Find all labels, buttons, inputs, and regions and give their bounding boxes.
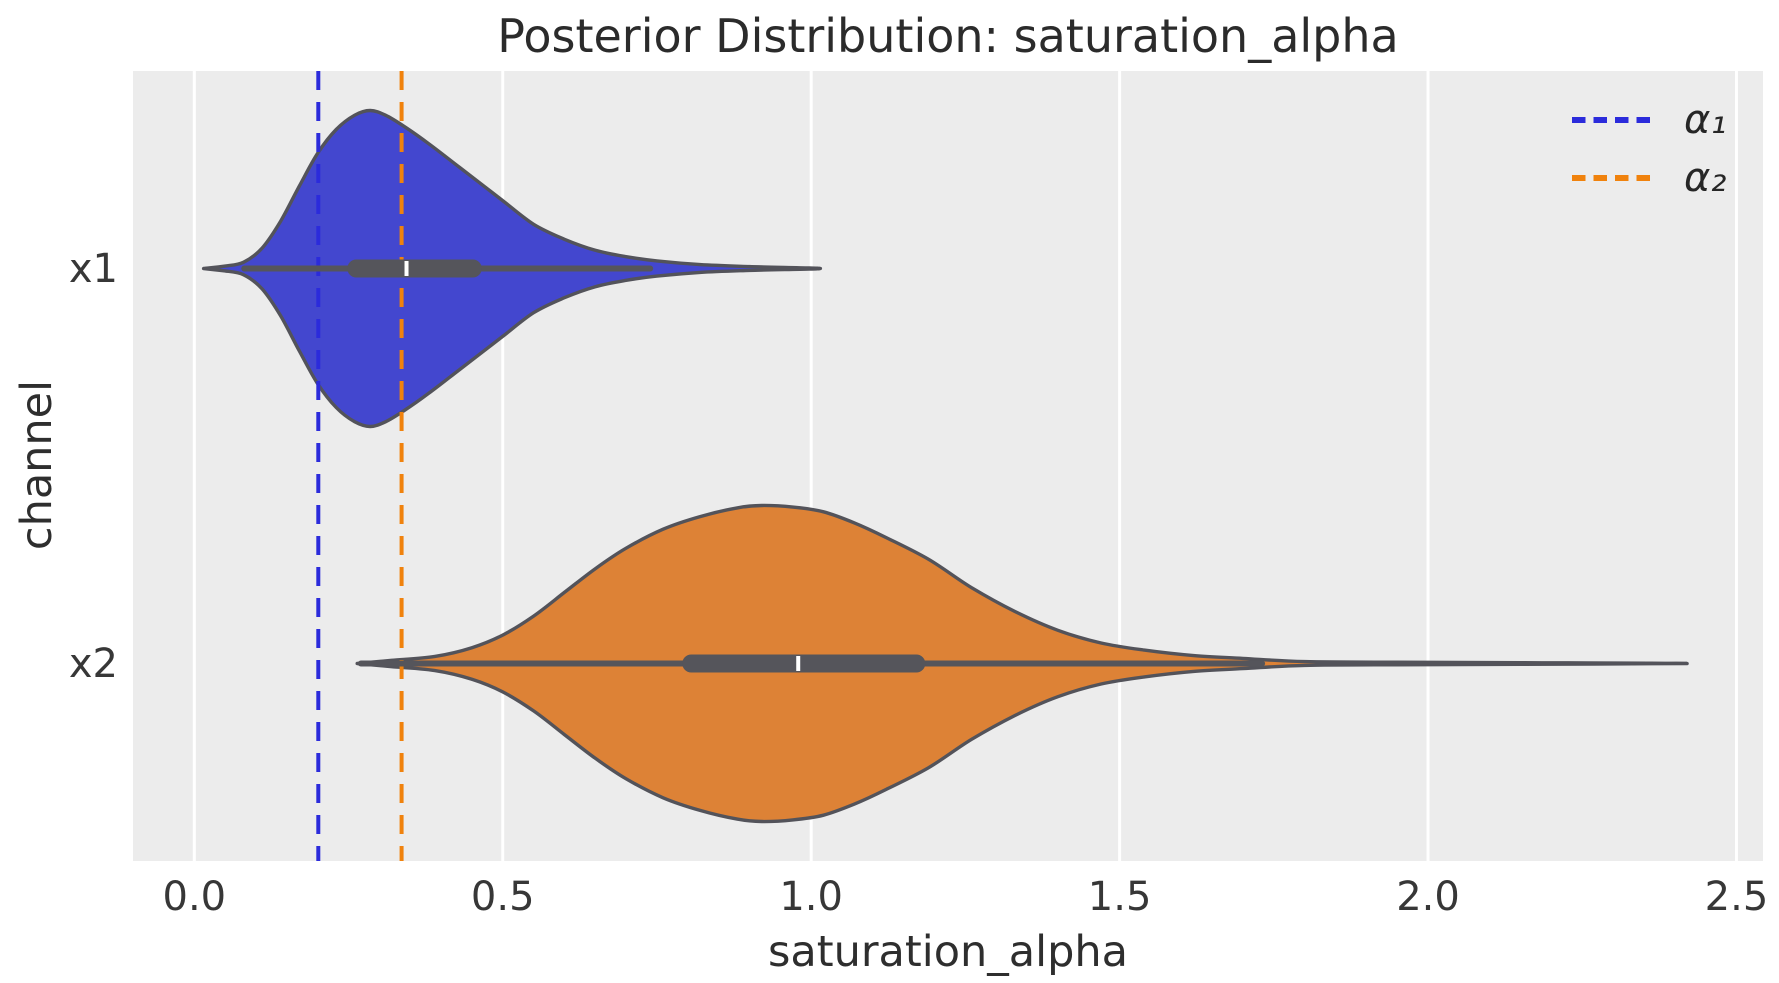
legend-entry-2: α₂ — [1572, 149, 1726, 207]
legend-entry-1: α₁ — [1572, 91, 1726, 149]
iqr-box-x2 — [682, 654, 926, 673]
legend: α₁ α₂ — [1572, 91, 1726, 207]
legend-label: α₁ — [1684, 97, 1727, 143]
x-tick-label-0.0: 0.0 — [162, 874, 227, 920]
median-tick-x2 — [796, 656, 801, 671]
x-tick-label-1.5: 1.5 — [1087, 874, 1152, 920]
y-tick-label-x1: x1 — [68, 245, 118, 292]
x-tick-label-2.0: 2.0 — [1396, 874, 1460, 920]
legend-dashed-line-icon — [1572, 175, 1650, 181]
x-tick-label-1.0: 1.0 — [779, 874, 843, 920]
plot-area: α₁ α₂ — [133, 71, 1763, 861]
chart-title: Posterior Distribution: saturation_alpha — [497, 9, 1399, 63]
legend-dashed-line-icon — [1572, 117, 1650, 123]
x-tick-label-2.5: 2.5 — [1704, 874, 1769, 920]
x-tick-label-0.5: 0.5 — [470, 874, 535, 920]
median-tick-x1 — [404, 261, 409, 276]
violin-chart-canvas — [192, 71, 1738, 861]
legend-label: α₂ — [1684, 155, 1727, 201]
x-axis-label: saturation_alpha — [768, 927, 1128, 977]
y-tick-label-x2: x2 — [68, 640, 118, 687]
iqr-box-x1 — [347, 259, 482, 278]
y-axis-label: channel — [12, 379, 62, 551]
